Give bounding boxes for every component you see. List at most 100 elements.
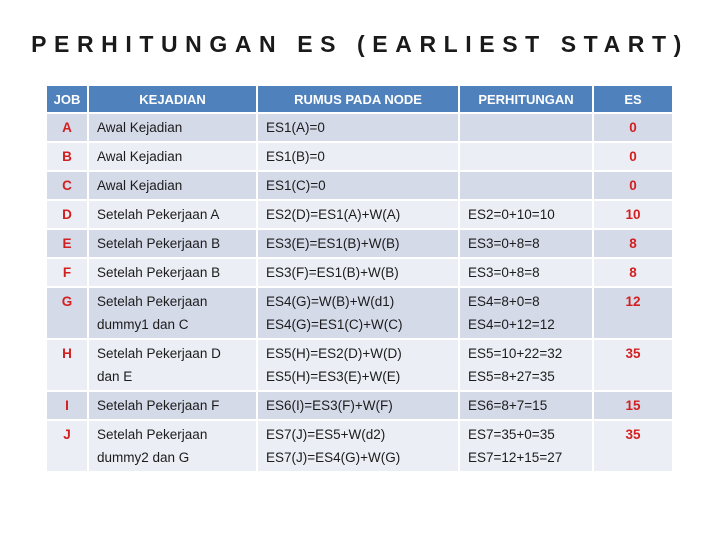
cell-line: H xyxy=(62,346,72,361)
rumus-cell: ES2(D)=ES1(A)+W(A) xyxy=(258,201,458,228)
cell-line: 8 xyxy=(629,236,637,251)
cell-line: I xyxy=(65,398,69,413)
cell-line: Setelah Pekerjaan xyxy=(97,427,208,442)
table-row-g: G Setelah Pekerjaan dummy1 dan C ES4(G)=W(B… xyxy=(47,288,672,338)
table-row-i: I Setelah Pekerjaan F ES6(I)=ES3(F)+W(F) ES… xyxy=(47,392,672,419)
perhitungan-cell: ES7=35+0=35 ES7=12+15=27 xyxy=(460,421,592,471)
cell-line: B xyxy=(62,149,72,164)
cell-line: 35 xyxy=(625,427,641,442)
cell-line: ES6(I)=ES3(F)+W(F) xyxy=(266,398,393,413)
es-cell: 8 xyxy=(594,259,672,286)
perhitungan-cell: ES4=8+0=8 ES4=0+12=12 xyxy=(460,288,592,338)
cell-line: ES3=0+8=8 xyxy=(468,236,540,251)
cell-line: dummy1 dan C xyxy=(97,317,189,332)
cell-line: Awal Kejadian xyxy=(97,120,183,135)
table-row-c: C Awal Kejadian ES1(C)=0 0 xyxy=(47,172,672,199)
cell-line: ES4(G)=ES1(C)+W(C) xyxy=(266,317,403,332)
cell-line: ES3(F)=ES1(B)+W(B) xyxy=(266,265,399,280)
rumus-cell: ES5(H)=ES2(D)+W(D) ES5(H)=ES3(E)+W(E) xyxy=(258,340,458,390)
cell-line: Setelah Pekerjaan D xyxy=(97,346,221,361)
job-cell: A xyxy=(47,114,87,141)
cell-line: 10 xyxy=(625,207,641,222)
es-cell: 0 xyxy=(594,143,672,170)
cell-line: A xyxy=(62,120,72,135)
perhitungan-cell: ES6=8+7=15 xyxy=(460,392,592,419)
kejadian-cell: Setelah Pekerjaan F xyxy=(89,392,256,419)
cell-line: Setelah Pekerjaan B xyxy=(97,236,221,251)
cell-line: ES7=35+0=35 xyxy=(468,427,555,442)
es-cell: 0 xyxy=(594,114,672,141)
cell-line: ES1(A)=0 xyxy=(266,120,325,135)
cell-line: 8 xyxy=(629,265,637,280)
job-cell: B xyxy=(47,143,87,170)
cell-line: ES7(J)=ES5+W(d2) xyxy=(266,427,386,442)
es-cell: 8 xyxy=(594,230,672,257)
kejadian-cell: Setelah Pekerjaan B xyxy=(89,259,256,286)
job-cell: J xyxy=(47,421,87,471)
cell-line: J xyxy=(63,427,71,442)
rumus-cell: ES1(C)=0 xyxy=(258,172,458,199)
column-header-rumus-pada-node: RUMUS PADA NODE xyxy=(258,86,458,112)
column-header-kejadian: KEJADIAN xyxy=(89,86,256,112)
kejadian-cell: Setelah Pekerjaan A xyxy=(89,201,256,228)
cell-line: dummy2 dan G xyxy=(97,450,190,465)
es-cell: 15 xyxy=(594,392,672,419)
kejadian-cell: Awal Kejadian xyxy=(89,172,256,199)
cell-line: Setelah Pekerjaan B xyxy=(97,265,221,280)
cell-line: ES5=10+22=32 xyxy=(468,346,563,361)
cell-line: ES5(H)=ES2(D)+W(D) xyxy=(266,346,402,361)
table-body: A Awal Kejadian ES1(A)=0 0 B Awal Kejadian ES1… xyxy=(47,114,672,471)
table-row-a: A Awal Kejadian ES1(A)=0 0 xyxy=(47,114,672,141)
cell-line: C xyxy=(62,178,72,193)
column-header-es: ES xyxy=(594,86,672,112)
cell-line: ES7=12+15=27 xyxy=(468,450,563,465)
cell-line: E xyxy=(62,236,72,251)
job-cell: C xyxy=(47,172,87,199)
cell-line: ES2(D)=ES1(A)+W(A) xyxy=(266,207,401,222)
es-cell: 35 xyxy=(594,340,672,390)
job-cell: G xyxy=(47,288,87,338)
table-header-row: JOB KEJADIAN RUMUS PADA NODE PERHITUNGAN ES xyxy=(47,86,672,112)
cell-line: 12 xyxy=(625,294,641,309)
cell-line: Awal Kejadian xyxy=(97,178,183,193)
table-row-h: H Setelah Pekerjaan D dan E ES5(H)=ES2(D)+W… xyxy=(47,340,672,390)
cell-line: 0 xyxy=(629,120,637,135)
es-cell: 12 xyxy=(594,288,672,338)
table-row-j: J Setelah Pekerjaan dummy2 dan G ES7(J)=ES5… xyxy=(47,421,672,471)
cell-line: ES4(G)=W(B)+W(d1) xyxy=(266,294,395,309)
cell-line: ES1(C)=0 xyxy=(266,178,326,193)
table-row-e: E Setelah Pekerjaan B ES3(E)=ES1(B)+W(B) ES… xyxy=(47,230,672,257)
es-cell: 10 xyxy=(594,201,672,228)
cell-line: F xyxy=(62,265,72,280)
cell-line: 0 xyxy=(629,149,637,164)
cell-line: G xyxy=(61,294,73,309)
cell-line: 0 xyxy=(629,178,637,193)
page-title: PERHITUNGAN ES (EARLIEST START) xyxy=(31,31,689,57)
table-row-f: F Setelah Pekerjaan B ES3(F)=ES1(B)+W(B) ES… xyxy=(47,259,672,286)
column-header-job: JOB xyxy=(47,86,87,112)
rumus-cell: ES7(J)=ES5+W(d2) ES7(J)=ES4(G)+W(G) xyxy=(258,421,458,471)
perhitungan-cell xyxy=(460,114,592,141)
kejadian-cell: Awal Kejadian xyxy=(89,143,256,170)
kejadian-cell: Setelah Pekerjaan dummy1 dan C xyxy=(89,288,256,338)
kejadian-cell: Setelah Pekerjaan dummy2 dan G xyxy=(89,421,256,471)
rumus-cell: ES4(G)=W(B)+W(d1) ES4(G)=ES1(C)+W(C) xyxy=(258,288,458,338)
cell-line: ES2=0+10=10 xyxy=(468,207,555,222)
cell-line: ES6=8+7=15 xyxy=(468,398,548,413)
job-cell: E xyxy=(47,230,87,257)
cell-line: D xyxy=(62,207,72,222)
perhitungan-cell: ES3=0+8=8 xyxy=(460,259,592,286)
job-cell: H xyxy=(47,340,87,390)
job-cell: I xyxy=(47,392,87,419)
table-row-b: B Awal Kejadian ES1(B)=0 0 xyxy=(47,143,672,170)
rumus-cell: ES3(E)=ES1(B)+W(B) xyxy=(258,230,458,257)
cell-line: Awal Kejadian xyxy=(97,149,183,164)
perhitungan-cell xyxy=(460,172,592,199)
perhitungan-cell: ES5=10+22=32 ES5=8+27=35 xyxy=(460,340,592,390)
rumus-cell: ES1(B)=0 xyxy=(258,143,458,170)
job-cell: F xyxy=(47,259,87,286)
cell-line: Setelah Pekerjaan xyxy=(97,294,208,309)
cell-line: Setelah Pekerjaan A xyxy=(97,207,220,222)
cell-line: ES5=8+27=35 xyxy=(468,369,555,384)
